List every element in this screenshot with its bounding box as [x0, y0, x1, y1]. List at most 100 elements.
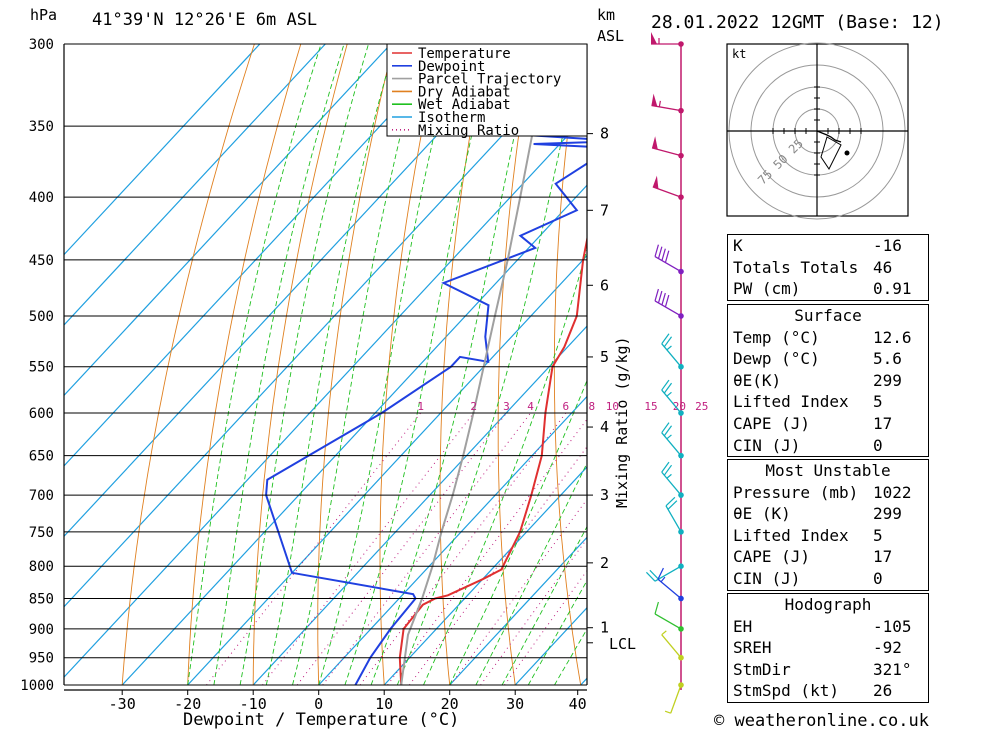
wind-barb-shaft	[654, 300, 682, 317]
pressure-tick-label: 1000	[20, 678, 54, 694]
dry-adiabat-line	[187, 44, 302, 685]
mu-row: Pressure (mb) 1022	[733, 482, 912, 502]
wind-barb-shaft	[661, 634, 682, 659]
wind-barb-shaft	[651, 147, 682, 157]
legend-box	[386, 43, 588, 137]
wind-barb-pennant	[652, 175, 659, 189]
series-temperature	[398, 235, 587, 685]
surface-row: Lifted Index 5	[733, 392, 883, 412]
altitude-tick-label: 6	[600, 276, 609, 294]
most-unstable-table: Most Unstable Pressure (mb) 1022 θE (K) 29…	[727, 459, 929, 591]
series-parcel-trajectory	[400, 44, 556, 685]
surface-table: Surface Temp (°C) 12.6 Dewp (°C) 5.6 θE(K)…	[727, 304, 929, 458]
pressure-tick-label: 850	[29, 591, 54, 607]
altitude-tick-label: 2	[600, 554, 609, 572]
wind-barb-full	[667, 500, 678, 510]
datetime-title: 28.01.2022 12GMT (Base: 12)	[651, 12, 944, 33]
wet-adiabat-line	[501, 525, 587, 685]
wind-barb-half	[664, 710, 671, 714]
altitude-tick-label: 4	[600, 418, 609, 436]
mixing-ratio-label: 4	[527, 400, 534, 413]
wet-adiabat-line	[239, 44, 369, 685]
altitude-tick-label: 3	[600, 486, 609, 504]
wind-barb-shaft	[654, 565, 682, 582]
surface-row: CAPE (J) 17	[733, 413, 893, 433]
wind-barb-full	[663, 382, 673, 394]
wet-adiabat-line	[527, 579, 587, 685]
altitude-tick-label: 5	[600, 348, 609, 366]
wind-barb-full	[654, 288, 659, 302]
copyright-footer[interactable]: © weatheronline.co.uk	[714, 711, 929, 731]
pressure-tick-label: 400	[29, 190, 54, 206]
temp-tick-label: -30	[109, 695, 136, 713]
wind-barb-full	[654, 244, 659, 257]
wind-barb-full	[661, 461, 670, 473]
surface-row: CIN (J) 0	[733, 435, 883, 455]
mixing-ratio-label: 2	[470, 400, 477, 413]
isotherm-line	[64, 44, 326, 326]
isotherm-line	[449, 536, 587, 685]
location-title: 41°39'N 12°26'E 6m ASL	[92, 10, 318, 30]
wind-barb-half	[666, 434, 672, 440]
temp-tick-label: 20	[441, 695, 459, 713]
surface-row: Dewp (°C) 5.6	[733, 349, 902, 369]
legend-label: Parcel Trajectory	[418, 72, 561, 88]
wind-barb-full	[661, 333, 670, 345]
pressure-tick-label: 450	[29, 253, 54, 269]
wind-barb-full	[661, 248, 666, 261]
altitude-tick-label: 1	[600, 619, 609, 637]
wet-adiabat-line	[187, 44, 322, 685]
legend-label: Isotherm	[418, 110, 485, 126]
mixing-ratio-axis-label: Mixing Ratio (g/kg)	[613, 336, 631, 508]
wind-barb-full	[663, 425, 673, 437]
dry-adiabat-line	[497, 44, 534, 685]
wind-barb-shaft	[661, 471, 682, 496]
mixing-ratio-label: 1	[417, 400, 424, 413]
hodograph-storm-box	[820, 136, 842, 170]
pressure-tick-label: 350	[29, 119, 54, 135]
mixing-ratio-label: 25	[695, 400, 708, 413]
hodograph-unit-label: kt	[732, 47, 746, 61]
dry-adiabat-line	[252, 44, 348, 685]
wind-barb-full	[657, 290, 663, 304]
pressure-unit-label: hPa	[30, 6, 58, 24]
pressure-tick-label: 950	[29, 651, 54, 667]
wind-barb-full	[663, 464, 673, 476]
altitude-tick-label: 8	[600, 125, 609, 143]
wind-barb-full	[664, 250, 670, 263]
legend-label: Mixing Ratio	[418, 123, 519, 139]
isotherm-line	[318, 395, 587, 685]
wet-adiabat-line	[475, 462, 587, 685]
wind-barb-shaft	[665, 505, 682, 533]
mixing-ratio-line	[480, 538, 587, 685]
pressure-tick-label: 750	[29, 525, 54, 541]
pressure-tick-label: 700	[29, 488, 54, 504]
wind-barb-full	[654, 601, 659, 615]
mixing-ratio-label: 6	[563, 400, 570, 413]
wind-barb-full	[657, 246, 663, 259]
wind-barb-full	[645, 571, 656, 582]
isotherm-line	[187, 254, 587, 685]
mixing-ratio-line	[387, 418, 587, 685]
temp-tick-label: 30	[506, 695, 524, 713]
temp-tick-label: 0	[314, 695, 323, 713]
wind-barb-full	[649, 569, 659, 580]
wind-barb-full	[657, 567, 664, 580]
height-ref-label: ASL	[597, 27, 625, 45]
wind-barb-shaft	[651, 104, 682, 112]
hodograph-table: Hodograph EH -105 SREH -92 StmDir 321° StmS…	[727, 593, 929, 703]
mixing-ratio-line	[450, 498, 587, 685]
pressure-tick-label: 900	[29, 622, 54, 638]
temp-tick-label: 40	[569, 695, 587, 713]
hodo-row: StmDir 321°	[733, 659, 912, 679]
surface-row: Temp (°C) 12.6	[733, 327, 912, 347]
isotherm-line	[64, 44, 523, 538]
mu-row: CIN (J) 0	[733, 568, 883, 588]
mixing-ratio-label: 3	[503, 400, 510, 413]
pressure-tick-label: 600	[29, 406, 54, 422]
wind-barb-full	[661, 422, 670, 434]
surface-title: Surface	[794, 306, 862, 325]
wind-barb-shaft	[661, 389, 682, 414]
